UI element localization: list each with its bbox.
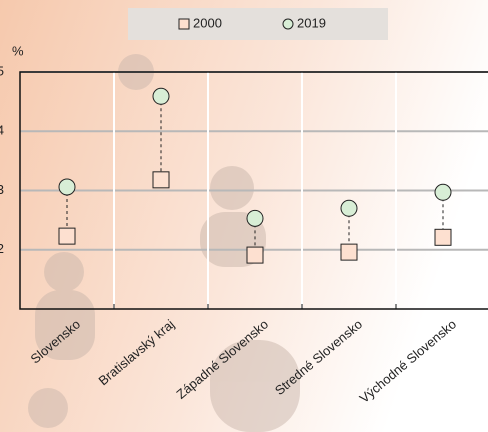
marker-square	[434, 228, 452, 246]
plot-frame	[19, 71, 488, 310]
marker-circle	[58, 178, 76, 196]
legend-marker	[178, 18, 190, 30]
legend-label: 2019	[297, 15, 326, 30]
marker-circle	[434, 183, 452, 201]
marker-square	[152, 171, 170, 189]
y-tick-label: 4	[0, 123, 4, 138]
y-tick-label: 5	[0, 63, 4, 78]
decoration	[28, 54, 300, 432]
marker-circle	[246, 209, 264, 227]
legend-box	[128, 8, 388, 40]
y-axis-label: %	[12, 43, 24, 58]
legend-label: 2000	[193, 15, 222, 30]
marker-circle	[340, 199, 358, 217]
marker-square	[58, 227, 76, 245]
legend-marker	[282, 18, 294, 30]
y-tick-label: 2	[0, 241, 4, 256]
marker-square	[246, 246, 264, 264]
marker-square	[340, 243, 358, 261]
marker-circle	[152, 87, 170, 105]
y-tick-label: 3	[0, 182, 4, 197]
